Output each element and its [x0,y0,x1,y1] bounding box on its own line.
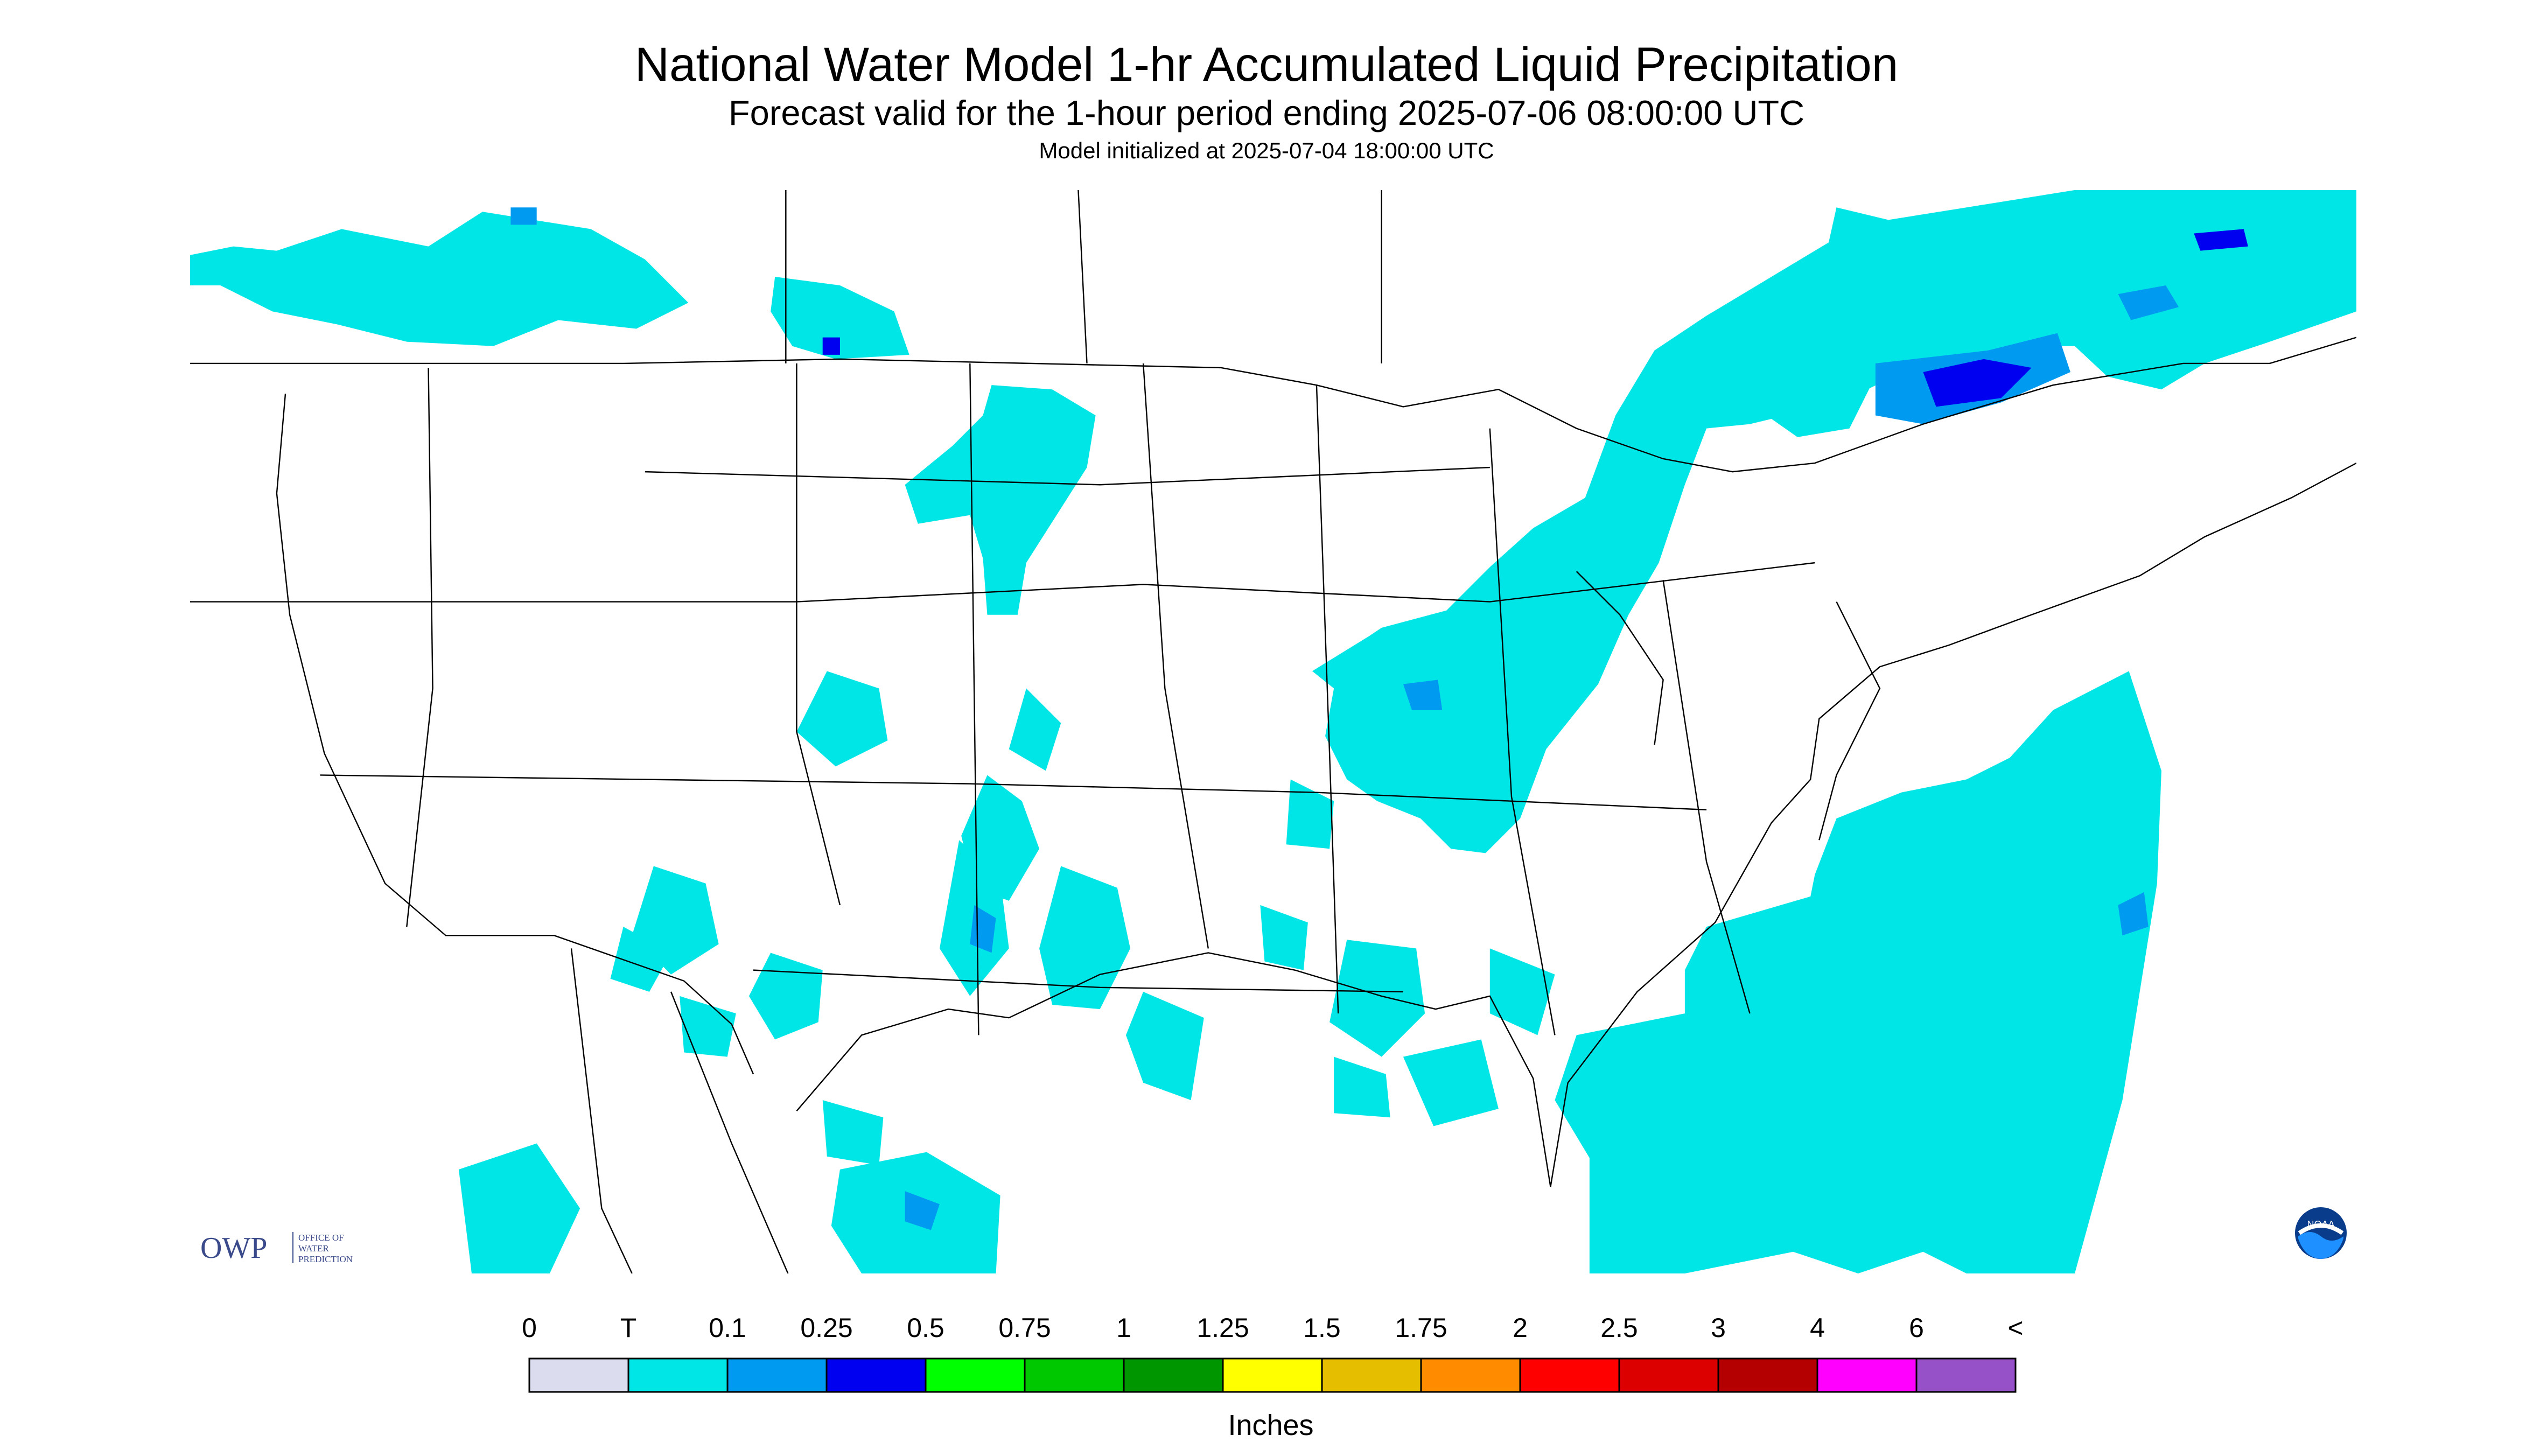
legend-swatch [1618,1357,1719,1393]
owp-logo-line-3: PREDICTION [298,1254,353,1264]
legend-swatch [1915,1357,2017,1393]
legend-swatch [726,1357,828,1393]
legend-tick-label: 0.1 [709,1313,746,1343]
legend-tick-label: 1.5 [1303,1313,1341,1343]
legend-swatch [528,1357,629,1393]
legend-tick-label: 1.75 [1395,1313,1447,1343]
legend-swatch [1123,1357,1224,1393]
legend-swatch [1321,1357,1422,1393]
owp-logo-mark: OWP [200,1231,267,1265]
legend-tick-label: 6 [1909,1313,1924,1343]
owp-logo: OWP OFFICE OF WATER PREDICTION [200,1231,353,1265]
legend-tick-label: 3 [1711,1313,1726,1343]
legend-tick-label: 0.25 [800,1313,852,1343]
owp-logo-line-1: OFFICE OF [298,1233,344,1243]
legend-tick-label: 2 [1513,1313,1528,1343]
legend-swatch [1222,1357,1323,1393]
legend-swatch [925,1357,1026,1393]
legend-swatch [1816,1357,1918,1393]
legend-swatch [1519,1357,1620,1393]
legend-tick-label: 0.75 [998,1313,1051,1343]
legend-swatch [627,1357,729,1393]
legend-tick-label: 1.25 [1196,1313,1249,1343]
legend-tick-label: 2.5 [1600,1313,1638,1343]
map-subtitle: Forecast valid for the 1-hour period end… [728,93,1805,132]
legend-tick-label: < [2007,1313,2023,1343]
model-init-line: Model initialized at 2025-07-04 18:00:00… [1039,138,1494,163]
legend-tick-label: 1 [1116,1313,1131,1343]
precipitation-map [190,190,2356,1273]
legend-swatch [1717,1357,1818,1393]
precip-legend: 0 T 0.1 0.25 0.5 0.75 1 1.25 1.5 1.75 2 2.5 3 4 6 < Inc… [522,1313,2024,1441]
map-title: National Water Model 1-hr Accumulated Li… [634,37,1899,91]
map-outlines [190,190,2356,1273]
legend-unit-label: Inches [1228,1409,1313,1441]
precip-heavy-areas [822,229,2248,407]
legend-swatch [1024,1357,1125,1393]
noaa-logo-text: NOAA [2307,1219,2334,1230]
legend-tick-label: T [620,1313,637,1343]
legend-tick-label: 0 [522,1313,537,1343]
legend-tick-label: 4 [1810,1313,1825,1343]
owp-logo-line-2: WATER [298,1243,329,1254]
legend-swatch [1420,1357,1521,1393]
noaa-logo: NOAA [2295,1207,2347,1259]
legend-swatch [825,1357,927,1393]
legend-tick-label: 0.5 [907,1313,944,1343]
